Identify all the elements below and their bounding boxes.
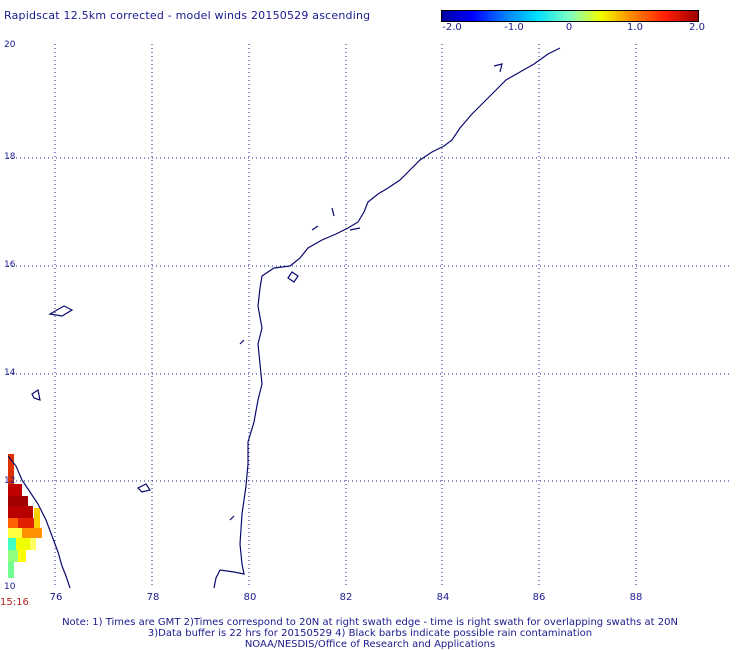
color-scale-bar	[441, 10, 699, 22]
wind-swath	[8, 454, 42, 578]
swath-time-label: 15:16	[0, 597, 29, 608]
longitude-label: 88	[629, 592, 643, 603]
longitude-label: 78	[146, 592, 160, 603]
longitude-label: 80	[243, 592, 257, 603]
latitude-label: 14	[4, 368, 16, 378]
latitude-label: 12	[4, 476, 16, 486]
colorbar-tick-label: 2.0	[689, 22, 705, 33]
map-title: Rapidscat 12.5km corrected - model winds…	[4, 9, 371, 22]
graticule	[8, 44, 732, 588]
coastline	[8, 47, 561, 588]
longitude-label: 82	[339, 592, 353, 603]
colorbar-tick-label: -2.0	[442, 22, 462, 33]
colorbar-tick-label: 1.0	[627, 22, 643, 33]
longitude-label: 76	[49, 592, 63, 603]
footnote-line: Note: 1) Times are GMT 2)Times correspon…	[62, 617, 678, 628]
map-canvas	[8, 44, 732, 588]
footnote-line: 3)Data buffer is 22 hrs for 20150529 4) …	[147, 628, 593, 639]
latitude-label: 10	[4, 582, 16, 592]
latitude-label: 20	[4, 40, 16, 50]
longitude-label: 84	[436, 592, 450, 603]
footnote-line: NOAA/NESDIS/Office of Research and Appli…	[244, 639, 496, 650]
latitude-label: 16	[4, 260, 16, 270]
footnotes: Note: 1) Times are GMT 2)Times correspon…	[0, 617, 740, 650]
longitude-label: 86	[532, 592, 546, 603]
latitude-label: 18	[4, 152, 16, 162]
map-panel	[8, 44, 732, 588]
colorbar-tick-label: 0	[565, 22, 573, 33]
colorbar-tick-label: -1.0	[504, 22, 524, 33]
